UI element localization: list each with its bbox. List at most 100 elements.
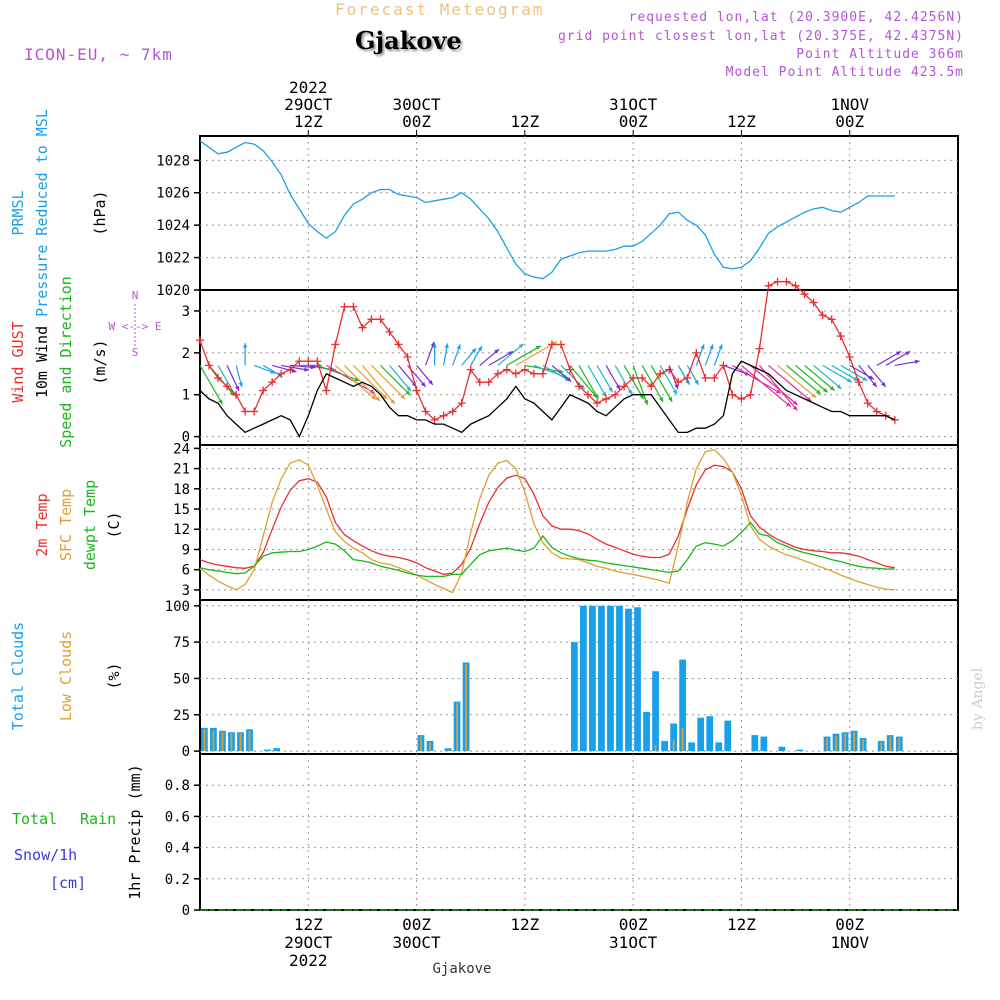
gust-marker — [656, 369, 665, 378]
wind-arrow-shaft — [389, 365, 412, 392]
wind-arrow — [281, 364, 309, 372]
wind-arrow — [317, 364, 360, 382]
gust-marker — [764, 281, 773, 290]
wind-arrow-shaft — [614, 365, 633, 395]
wind-arrow-head — [672, 389, 678, 395]
gust-marker — [782, 277, 791, 286]
gust-marker — [313, 357, 322, 366]
temperature-ytick-label: 15 — [173, 502, 190, 518]
bottom-time-label: 00Z — [835, 915, 864, 934]
temperature-ytick-label: 21 — [173, 462, 190, 478]
wind-arrow — [686, 365, 700, 386]
clouds-axis-label: Low Clouds — [57, 631, 75, 721]
wind-arrow-head — [432, 343, 437, 348]
gust-marker — [403, 353, 412, 362]
wind-arrow-shaft — [542, 364, 570, 382]
bottom-time-label: 29OCT — [284, 933, 333, 952]
gust-marker — [196, 336, 204, 345]
wind-arrow-head — [382, 394, 388, 400]
wind-arrow — [432, 343, 437, 366]
wind-arrow-head — [685, 379, 690, 385]
wind-arrow — [831, 364, 859, 382]
low-cloud-bar — [654, 745, 657, 752]
top-time-label: 1NOV — [830, 95, 869, 114]
gust-marker — [412, 386, 421, 395]
wind-arrow-head — [643, 399, 649, 405]
wind-arrow — [479, 348, 500, 366]
grid-point-coordinates: grid point closest lon,lat (20.375E, 42.… — [557, 29, 964, 44]
gust-marker — [665, 365, 674, 374]
wind-arrow-head — [354, 377, 360, 382]
wind-arrow — [822, 364, 853, 383]
gust-marker — [872, 407, 881, 416]
gust-marker — [340, 302, 349, 311]
precip-ytick-label: 0.8 — [165, 778, 190, 794]
temperature-series-sfc-temp — [199, 448, 895, 594]
gust-marker — [394, 340, 403, 349]
gust-marker — [205, 361, 214, 370]
wind-arrow-shaft — [352, 364, 388, 400]
wind-arrow-shaft — [317, 364, 360, 382]
wind-arrow-head — [218, 399, 223, 405]
clouds-frame — [199, 599, 959, 755]
wind-arrow — [352, 364, 388, 400]
wind-arrow-head — [456, 344, 461, 350]
wind-arrow — [371, 364, 406, 400]
gust-marker — [421, 407, 430, 416]
gust-marker — [845, 353, 854, 362]
wind-arrow-shaft — [876, 350, 902, 366]
temperature-ytick-label: 9 — [182, 542, 190, 558]
wind-arrow-shaft — [361, 365, 396, 405]
wind-arrow — [470, 345, 483, 366]
wind-arrow-head — [905, 351, 911, 356]
gust-marker — [241, 407, 250, 416]
wind-arrow-shaft — [804, 364, 836, 392]
pressure-ytick-label: 1028 — [156, 153, 190, 169]
total-cloud-bar — [616, 605, 623, 752]
low-cloud-bar — [880, 742, 883, 752]
total-cloud-bar — [697, 717, 705, 752]
total-cloud-bar — [796, 749, 804, 752]
temperature-axis-label: (C) — [105, 511, 123, 538]
gust-marker — [430, 415, 439, 424]
wind-arrow-head — [822, 387, 828, 393]
wind-arrow — [596, 365, 613, 393]
wind-arrow-head — [639, 394, 644, 400]
wind-arrow — [334, 364, 377, 401]
total-cloud-bar — [598, 605, 605, 752]
wind-arrow-head — [371, 395, 377, 400]
gust-marker — [638, 373, 647, 382]
gust-marker — [746, 390, 755, 399]
pressure-axis-label: (hPa) — [91, 190, 109, 235]
temperature-ytick-label: 12 — [173, 522, 190, 538]
gust-marker — [791, 281, 800, 290]
top-time-label: 00Z — [835, 112, 864, 131]
gust-marker — [520, 365, 529, 374]
bottom-time-label: 31OCT — [609, 933, 658, 952]
wind-arrow-shaft — [488, 350, 514, 366]
wind-arrow-shaft — [506, 345, 542, 366]
clouds-ytick-label: 75 — [173, 635, 190, 651]
gust-marker — [439, 411, 448, 420]
wind-arrow-head — [303, 367, 309, 372]
wind-arrow-head — [566, 377, 572, 382]
wind-arrow-shaft — [578, 365, 600, 400]
total-cloud-bar — [724, 720, 732, 752]
wind-arrow — [813, 364, 842, 390]
wind-arrow-shaft — [813, 364, 842, 390]
wind-axis-label: Wind GUST — [9, 321, 27, 402]
requested-coordinates: requested lon,lat (20.3900E, 42.4256N) — [628, 10, 964, 25]
wind-arrow-shaft — [786, 364, 822, 395]
total-cloud-bar — [661, 740, 668, 752]
wind-arrow-shaft — [308, 364, 336, 371]
wind-arrow — [425, 341, 435, 366]
wind-arrow-head — [792, 400, 798, 406]
wind-arrow-head — [674, 384, 679, 390]
wind-series-10m-wind — [199, 360, 896, 439]
low-cloud-bar — [681, 727, 684, 752]
temperature-ytick-label: 6 — [182, 563, 190, 579]
gust-marker — [259, 386, 268, 395]
low-cloud-bar — [239, 733, 242, 752]
wind-arrow-head — [602, 391, 607, 397]
temperature-ytick-label: 3 — [182, 583, 190, 599]
